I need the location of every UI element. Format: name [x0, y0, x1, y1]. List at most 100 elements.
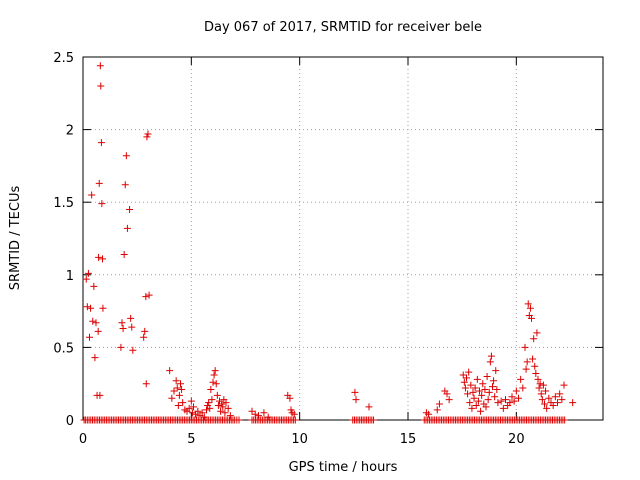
data-point: [543, 404, 551, 412]
data-point: [118, 319, 126, 327]
data-point: [521, 343, 529, 351]
data-point: [166, 367, 174, 375]
data-point: [533, 329, 541, 337]
data-point: [98, 200, 106, 208]
data-point: [554, 399, 561, 407]
data-point: [351, 388, 359, 396]
data-point: [484, 396, 492, 404]
data-point: [477, 407, 485, 415]
data-point: [82, 275, 90, 283]
data-point: [489, 383, 496, 391]
data-point: [497, 397, 505, 405]
data-point: [468, 404, 476, 412]
data-point: [248, 407, 256, 415]
data-point: [435, 400, 443, 408]
data-point: [127, 314, 135, 322]
data-point: [472, 401, 480, 409]
data-point: [465, 368, 473, 376]
data-point: [174, 401, 182, 409]
data-point: [144, 130, 152, 138]
data-point: [508, 393, 516, 401]
data-point: [473, 375, 481, 383]
data-point: [221, 409, 229, 417]
data-point: [471, 384, 479, 392]
data-point: [235, 416, 243, 424]
data-point: [530, 335, 538, 343]
data-point: [219, 403, 227, 411]
data-point: [89, 317, 97, 325]
data-point: [96, 391, 104, 399]
data-point: [534, 375, 542, 383]
data-point: [517, 375, 525, 383]
data-point: [122, 152, 130, 160]
data-point: [129, 346, 137, 354]
data-point: [461, 384, 469, 392]
data-point: [482, 403, 490, 411]
data-point: [178, 386, 186, 394]
data-point: [91, 354, 99, 362]
data-point: [179, 399, 187, 407]
data-point: [528, 314, 535, 322]
data-point: [556, 390, 564, 398]
data-point: [502, 396, 509, 404]
data-point: [558, 396, 566, 404]
data-point: [168, 394, 176, 402]
data-point: [479, 380, 487, 388]
data-point: [210, 371, 218, 379]
data-point: [96, 62, 104, 70]
data-point: [224, 404, 232, 412]
y-tick-label: 1: [66, 269, 74, 284]
data-point: [117, 343, 125, 351]
grid: [83, 57, 603, 420]
data-point: [222, 399, 230, 407]
data-point: [140, 333, 148, 341]
data-point: [485, 388, 493, 396]
data-point: [569, 399, 577, 407]
data-point: [121, 181, 129, 189]
data-point: [526, 304, 534, 312]
data-point: [490, 377, 498, 385]
data-point: [510, 397, 518, 405]
data-point: [86, 333, 93, 341]
data-point: [425, 410, 433, 418]
x-tick-label: 0: [79, 432, 87, 447]
data-point: [119, 325, 127, 333]
data-point: [539, 381, 547, 389]
data-point: [190, 403, 197, 411]
data-point: [97, 139, 105, 147]
x-tick-label: 15: [400, 432, 417, 447]
data-point: [487, 352, 495, 360]
data-point: [145, 291, 153, 299]
data-point: [203, 406, 210, 414]
data-point: [94, 327, 102, 335]
data-points: [80, 62, 577, 424]
data-point: [519, 384, 527, 392]
y-axis-label: SRMTID / TECUs: [8, 186, 23, 291]
data-point: [217, 407, 225, 415]
data-point: [214, 401, 222, 409]
data-point: [512, 387, 520, 395]
chart-title: Day 067 of 2017, SRMTID for receiver bel…: [204, 20, 482, 35]
data-point: [470, 394, 478, 402]
x-tick-label: 10: [291, 432, 308, 447]
data-point: [213, 391, 221, 399]
axis-ticks: 0 0.5 1 1.5 2 2.5 0 5 10 15 20: [53, 51, 603, 447]
data-point: [97, 82, 105, 90]
data-point: [260, 409, 268, 417]
data-point: [290, 410, 298, 418]
x-tick-label: 20: [508, 432, 525, 447]
data-point: [522, 365, 530, 373]
data-point: [535, 384, 543, 392]
data-point: [226, 412, 234, 420]
data-point: [95, 253, 103, 261]
data-point: [469, 388, 477, 396]
data-point: [207, 386, 215, 394]
data-point: [478, 391, 486, 399]
data-point: [515, 394, 522, 402]
data-point: [185, 404, 193, 412]
data-point: [486, 358, 494, 366]
data-point: [529, 355, 537, 363]
data-point: [523, 358, 531, 366]
data-point: [491, 393, 499, 401]
data-point: [87, 304, 95, 312]
